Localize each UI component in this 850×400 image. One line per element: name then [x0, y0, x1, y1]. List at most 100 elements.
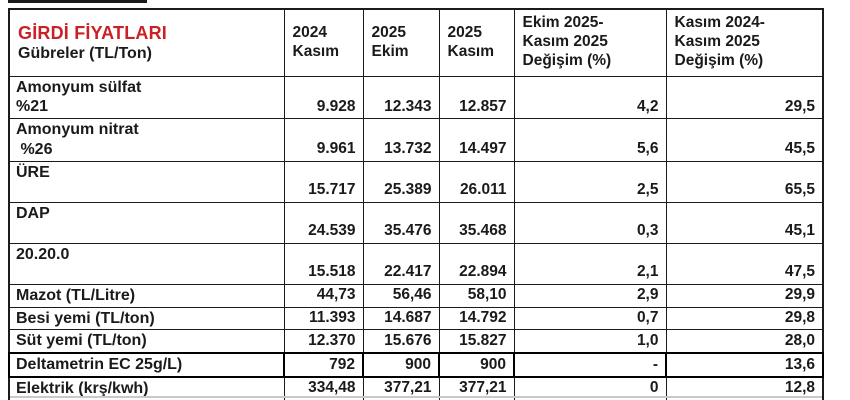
col-header-line: Kasım 2024-: [674, 14, 765, 32]
col-header-line: 2024: [292, 23, 327, 41]
row-label: Amonyum nitrat %26: [8, 118, 285, 162]
row-label: 20.20.0: [8, 242, 285, 285]
col-header-2024-kasim: 2024 Kasım: [283, 8, 364, 77]
row-label-line: Besi yemi (TL/ton): [16, 309, 155, 327]
col-header-line: Değişim (%): [522, 52, 612, 70]
value-cell: -: [513, 352, 667, 379]
value-cell: 26.011: [438, 160, 515, 203]
value-cell: 5,6: [513, 118, 667, 162]
col-header-line: Kasım: [447, 42, 495, 60]
table-row: 20.20.0 15.518 22.417 22.894 2,1 47,5: [8, 242, 824, 285]
row-label: Süt yemi (TL/ton): [8, 329, 285, 354]
table-body: Amonyum sülfat %21 9.928 12.343 12.857 4,2 29,…: [8, 75, 824, 400]
col-header-yearly-change: Kasım 2024- Kasım 2025 Değişim (%): [665, 8, 824, 77]
col-header-2025-kasim: 2025 Kasım: [438, 8, 515, 77]
value-cell: 24.539: [283, 201, 364, 244]
value-cell: 15.827: [438, 329, 515, 354]
row-label-line: Elektrik (krş/kwh): [16, 380, 149, 398]
value-cell: 9.928: [283, 75, 364, 120]
value-cell: 22.894: [438, 242, 515, 285]
value-cell: 47,5: [665, 242, 824, 285]
value-cell: 65,5: [665, 160, 824, 203]
row-label: DAP: [8, 201, 285, 244]
value-cell: 377,21: [438, 376, 515, 400]
value-cell: 0,3: [513, 201, 667, 244]
value-cell: 22.417: [362, 242, 440, 285]
value-cell: 2,1: [513, 242, 667, 285]
col-header-line: Ekim: [371, 42, 409, 60]
value-cell: 29,9: [665, 283, 824, 308]
value-cell: 377,21: [362, 376, 440, 400]
table-row: Deltametrin EC 25g/L) 792 900 900-13,6: [8, 352, 824, 379]
value-cell: 792: [283, 352, 364, 379]
row-label-line: Amonyum nitrat: [16, 121, 139, 139]
value-cell: 56,46: [362, 283, 440, 308]
title-cell: GİRDİ FİYATLARI Gübreler (TL/Ton): [8, 8, 285, 77]
row-label: Amonyum sülfat %21: [8, 75, 285, 120]
value-cell: 45,5: [665, 118, 824, 162]
value-cell: 15.676: [362, 329, 440, 354]
input-prices-table: GİRDİ FİYATLARI Gübreler (TL/Ton) 2024 K…: [8, 8, 824, 400]
value-cell: 334,48: [283, 376, 364, 400]
value-cell: 29,8: [665, 306, 824, 331]
table-row: Amonyum sülfat %21 9.928 12.343 12.857 4,2 29,…: [8, 75, 824, 120]
table-row: Mazot (TL/Litre) 44,73 56,46 58,10 2,9 29,9: [8, 283, 824, 308]
value-cell: 28,0: [665, 329, 824, 354]
row-label: Deltametrin EC 25g/L): [8, 352, 285, 379]
value-cell: 1,0: [513, 329, 667, 354]
col-header-line: Değişim (%): [674, 52, 764, 70]
table-row: ÜRE 15.717 25.389 26.011 2,5 65,5: [8, 160, 824, 203]
cropped-row-border-fragment: [8, 0, 147, 3]
col-header-line: 2025: [447, 23, 482, 41]
col-header-monthly-change: Ekim 2025- Kasım 2025 Değişim (%): [513, 8, 667, 77]
table-row: Elektrik (krş/kwh) 334,48 377,21 377,21 0 12,…: [8, 376, 824, 400]
value-cell: 14.687: [362, 306, 440, 331]
col-header-2025-ekim: 2025 Ekim: [362, 8, 440, 77]
row-label: Elektrik (krş/kwh): [8, 376, 285, 400]
col-header-line: Kasım: [292, 42, 340, 60]
header-row: GİRDİ FİYATLARI Gübreler (TL/Ton) 2024 K…: [8, 8, 824, 77]
table-row: DAP 24.539 35.476 35.468 0,3 45,1: [8, 201, 824, 244]
value-cell: 15.717: [283, 160, 364, 203]
row-label-line: 20.20.0: [16, 245, 70, 263]
col-header-line: Kasım 2025: [522, 33, 608, 51]
value-cell: 0,7: [513, 306, 667, 331]
row-label-line: %21: [16, 98, 49, 116]
value-cell: 14.792: [438, 306, 515, 331]
value-cell: 14.497: [438, 118, 515, 162]
value-cell: 2,5: [513, 160, 667, 203]
value-cell: 900: [438, 352, 515, 379]
table-header: GİRDİ FİYATLARI Gübreler (TL/Ton) 2024 K…: [8, 8, 824, 77]
table-shadow-line: [10, 396, 822, 398]
row-label-line: Deltametrin EC 25g/L): [16, 356, 183, 374]
value-cell: 35.476: [362, 201, 440, 244]
value-cell: 9.961: [283, 118, 364, 162]
table-title: GİRDİ FİYATLARI: [18, 22, 168, 43]
row-label: Besi yemi (TL/ton): [8, 306, 285, 331]
row-label-line: DAP: [16, 204, 50, 222]
value-cell: 58,10: [438, 283, 515, 308]
value-cell: 15.518: [283, 242, 364, 285]
row-label: Mazot (TL/Litre): [8, 283, 285, 308]
value-cell: 44,73: [283, 283, 364, 308]
row-label-line: Amonyum sülfat: [16, 78, 142, 96]
row-label-line: Mazot (TL/Litre): [16, 286, 136, 304]
table-row: Besi yemi (TL/ton) 11.393 14.687 14.792 0,7 2…: [8, 306, 824, 331]
col-header-line: Ekim 2025-: [522, 14, 604, 32]
value-cell: 35.468: [438, 201, 515, 244]
col-header-line: Kasım 2025: [674, 33, 760, 51]
value-cell: 900: [362, 352, 440, 379]
row-label-line: ÜRE: [16, 163, 50, 181]
row-label: ÜRE: [8, 160, 285, 203]
value-cell: 13,6: [665, 352, 824, 379]
value-cell: 29,5: [665, 75, 824, 120]
value-cell: 13.732: [362, 118, 440, 162]
table-subtitle: Gübreler (TL/Ton): [18, 44, 152, 62]
value-cell: 12.343: [362, 75, 440, 120]
value-cell: 12.370: [283, 329, 364, 354]
value-cell: 11.393: [283, 306, 364, 331]
value-cell: 12.857: [438, 75, 515, 120]
value-cell: 4,2: [513, 75, 667, 120]
row-label-line: %26: [16, 140, 53, 158]
